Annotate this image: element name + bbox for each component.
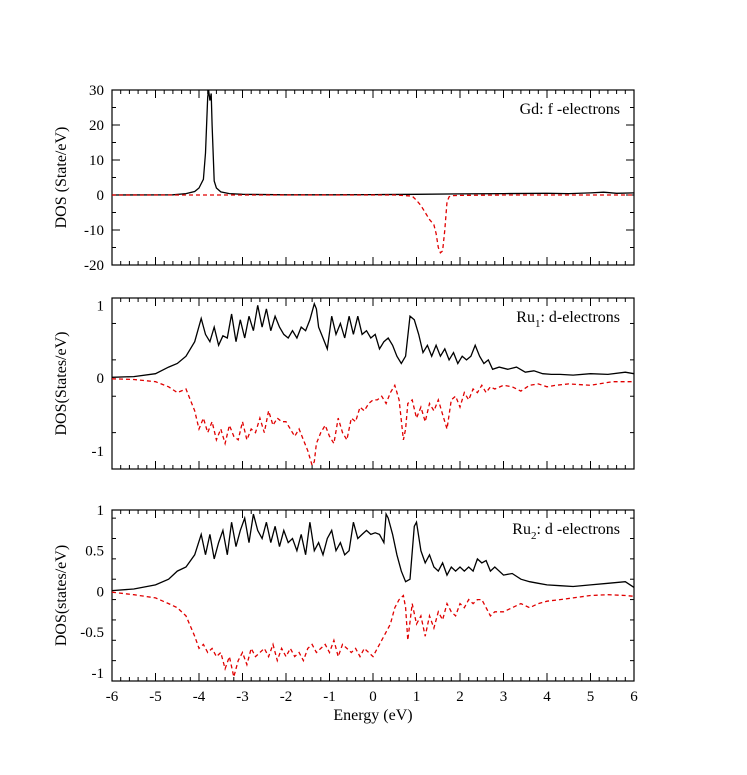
spin-down-line [112, 591, 634, 678]
x-tick-label: 5 [587, 689, 595, 705]
x-tick-label: -6 [106, 689, 119, 705]
y-tick-label: -1 [92, 666, 105, 682]
y-tick-label: 1 [97, 298, 105, 314]
x-tick-label: -4 [193, 689, 206, 705]
y-tick-label: -20 [84, 258, 104, 274]
spin-up-line [112, 511, 634, 592]
y-axis-title: DOS (State/eV) [53, 127, 70, 229]
y-tick-label: 10 [89, 153, 104, 169]
x-tick-label: -2 [280, 689, 293, 705]
y-axis-title: DOS(states/eV) [53, 545, 70, 646]
x-tick-label: 1 [413, 689, 421, 705]
y-tick-label: 1 [97, 503, 105, 519]
y-tick-label: 0.5 [85, 544, 104, 560]
y-tick-label: 0 [97, 188, 105, 204]
y-tick-label: 20 [89, 118, 104, 134]
spin-down-line [112, 378, 634, 468]
y-axis-title: DOS(States/eV) [53, 332, 70, 436]
y-tick-label: -1 [92, 444, 105, 460]
panel-label: Ru2: d -electrons [512, 521, 620, 542]
spin-up-line [112, 90, 634, 196]
y-tick-label: -0.5 [80, 625, 104, 641]
x-tick-label: -1 [323, 689, 336, 705]
x-axis-title: Energy (eV) [333, 707, 412, 724]
y-tick-label: 0 [97, 584, 105, 600]
dos-panel-3: -1 -0.5 0 0.5 1 -6 -5 -4 -3 -2 -1 0 1 2 3 4 5 6 DOS(states… [53, 503, 638, 724]
panel-label: Gd: f -electrons [520, 101, 620, 118]
dos-panel-2: -1 0 1 DOS(States/eV) Ru1: d-electrons [53, 297, 635, 470]
panel-label: Ru1: d-electrons [516, 309, 620, 330]
x-tick-label: 6 [630, 689, 638, 705]
x-tick-label: 0 [369, 689, 377, 705]
dos-panel-1: -20 -10 0 10 20 30 DOS (State/eV) Gd: f -electr… [53, 83, 635, 274]
x-tick-label: -5 [149, 689, 162, 705]
y-tick-label: -10 [84, 223, 104, 239]
y-tick-label: 30 [89, 83, 104, 99]
x-tick-label: 4 [543, 689, 551, 705]
x-tick-label: 3 [500, 689, 508, 705]
y-tick-label: 0 [97, 371, 105, 387]
spin-up-line [112, 301, 634, 378]
x-tick-label: -3 [236, 689, 249, 705]
spin-down-line [112, 194, 634, 254]
x-tick-label: 2 [456, 689, 464, 705]
